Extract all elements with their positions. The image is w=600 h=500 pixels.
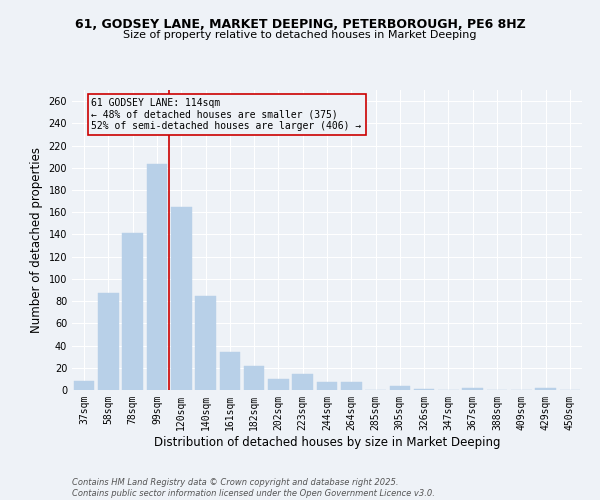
Bar: [220, 352, 240, 390]
Bar: [317, 382, 337, 390]
Bar: [74, 381, 94, 390]
Text: 61 GODSEY LANE: 114sqm
← 48% of detached houses are smaller (375)
52% of semi-de: 61 GODSEY LANE: 114sqm ← 48% of detached…: [91, 98, 362, 131]
Text: Contains HM Land Registry data © Crown copyright and database right 2025.
Contai: Contains HM Land Registry data © Crown c…: [72, 478, 435, 498]
Bar: [146, 164, 167, 390]
Text: Size of property relative to detached houses in Market Deeping: Size of property relative to detached ho…: [123, 30, 477, 40]
Bar: [414, 389, 434, 390]
Bar: [292, 374, 313, 390]
Bar: [389, 386, 410, 390]
Bar: [195, 296, 216, 390]
Bar: [122, 234, 143, 390]
Y-axis label: Number of detached properties: Number of detached properties: [30, 147, 43, 333]
Text: 61, GODSEY LANE, MARKET DEEPING, PETERBOROUGH, PE6 8HZ: 61, GODSEY LANE, MARKET DEEPING, PETERBO…: [74, 18, 526, 30]
Bar: [98, 294, 119, 390]
Bar: [171, 206, 191, 390]
X-axis label: Distribution of detached houses by size in Market Deeping: Distribution of detached houses by size …: [154, 436, 500, 448]
Bar: [535, 388, 556, 390]
Bar: [341, 382, 362, 390]
Bar: [244, 366, 265, 390]
Bar: [268, 379, 289, 390]
Bar: [463, 388, 483, 390]
